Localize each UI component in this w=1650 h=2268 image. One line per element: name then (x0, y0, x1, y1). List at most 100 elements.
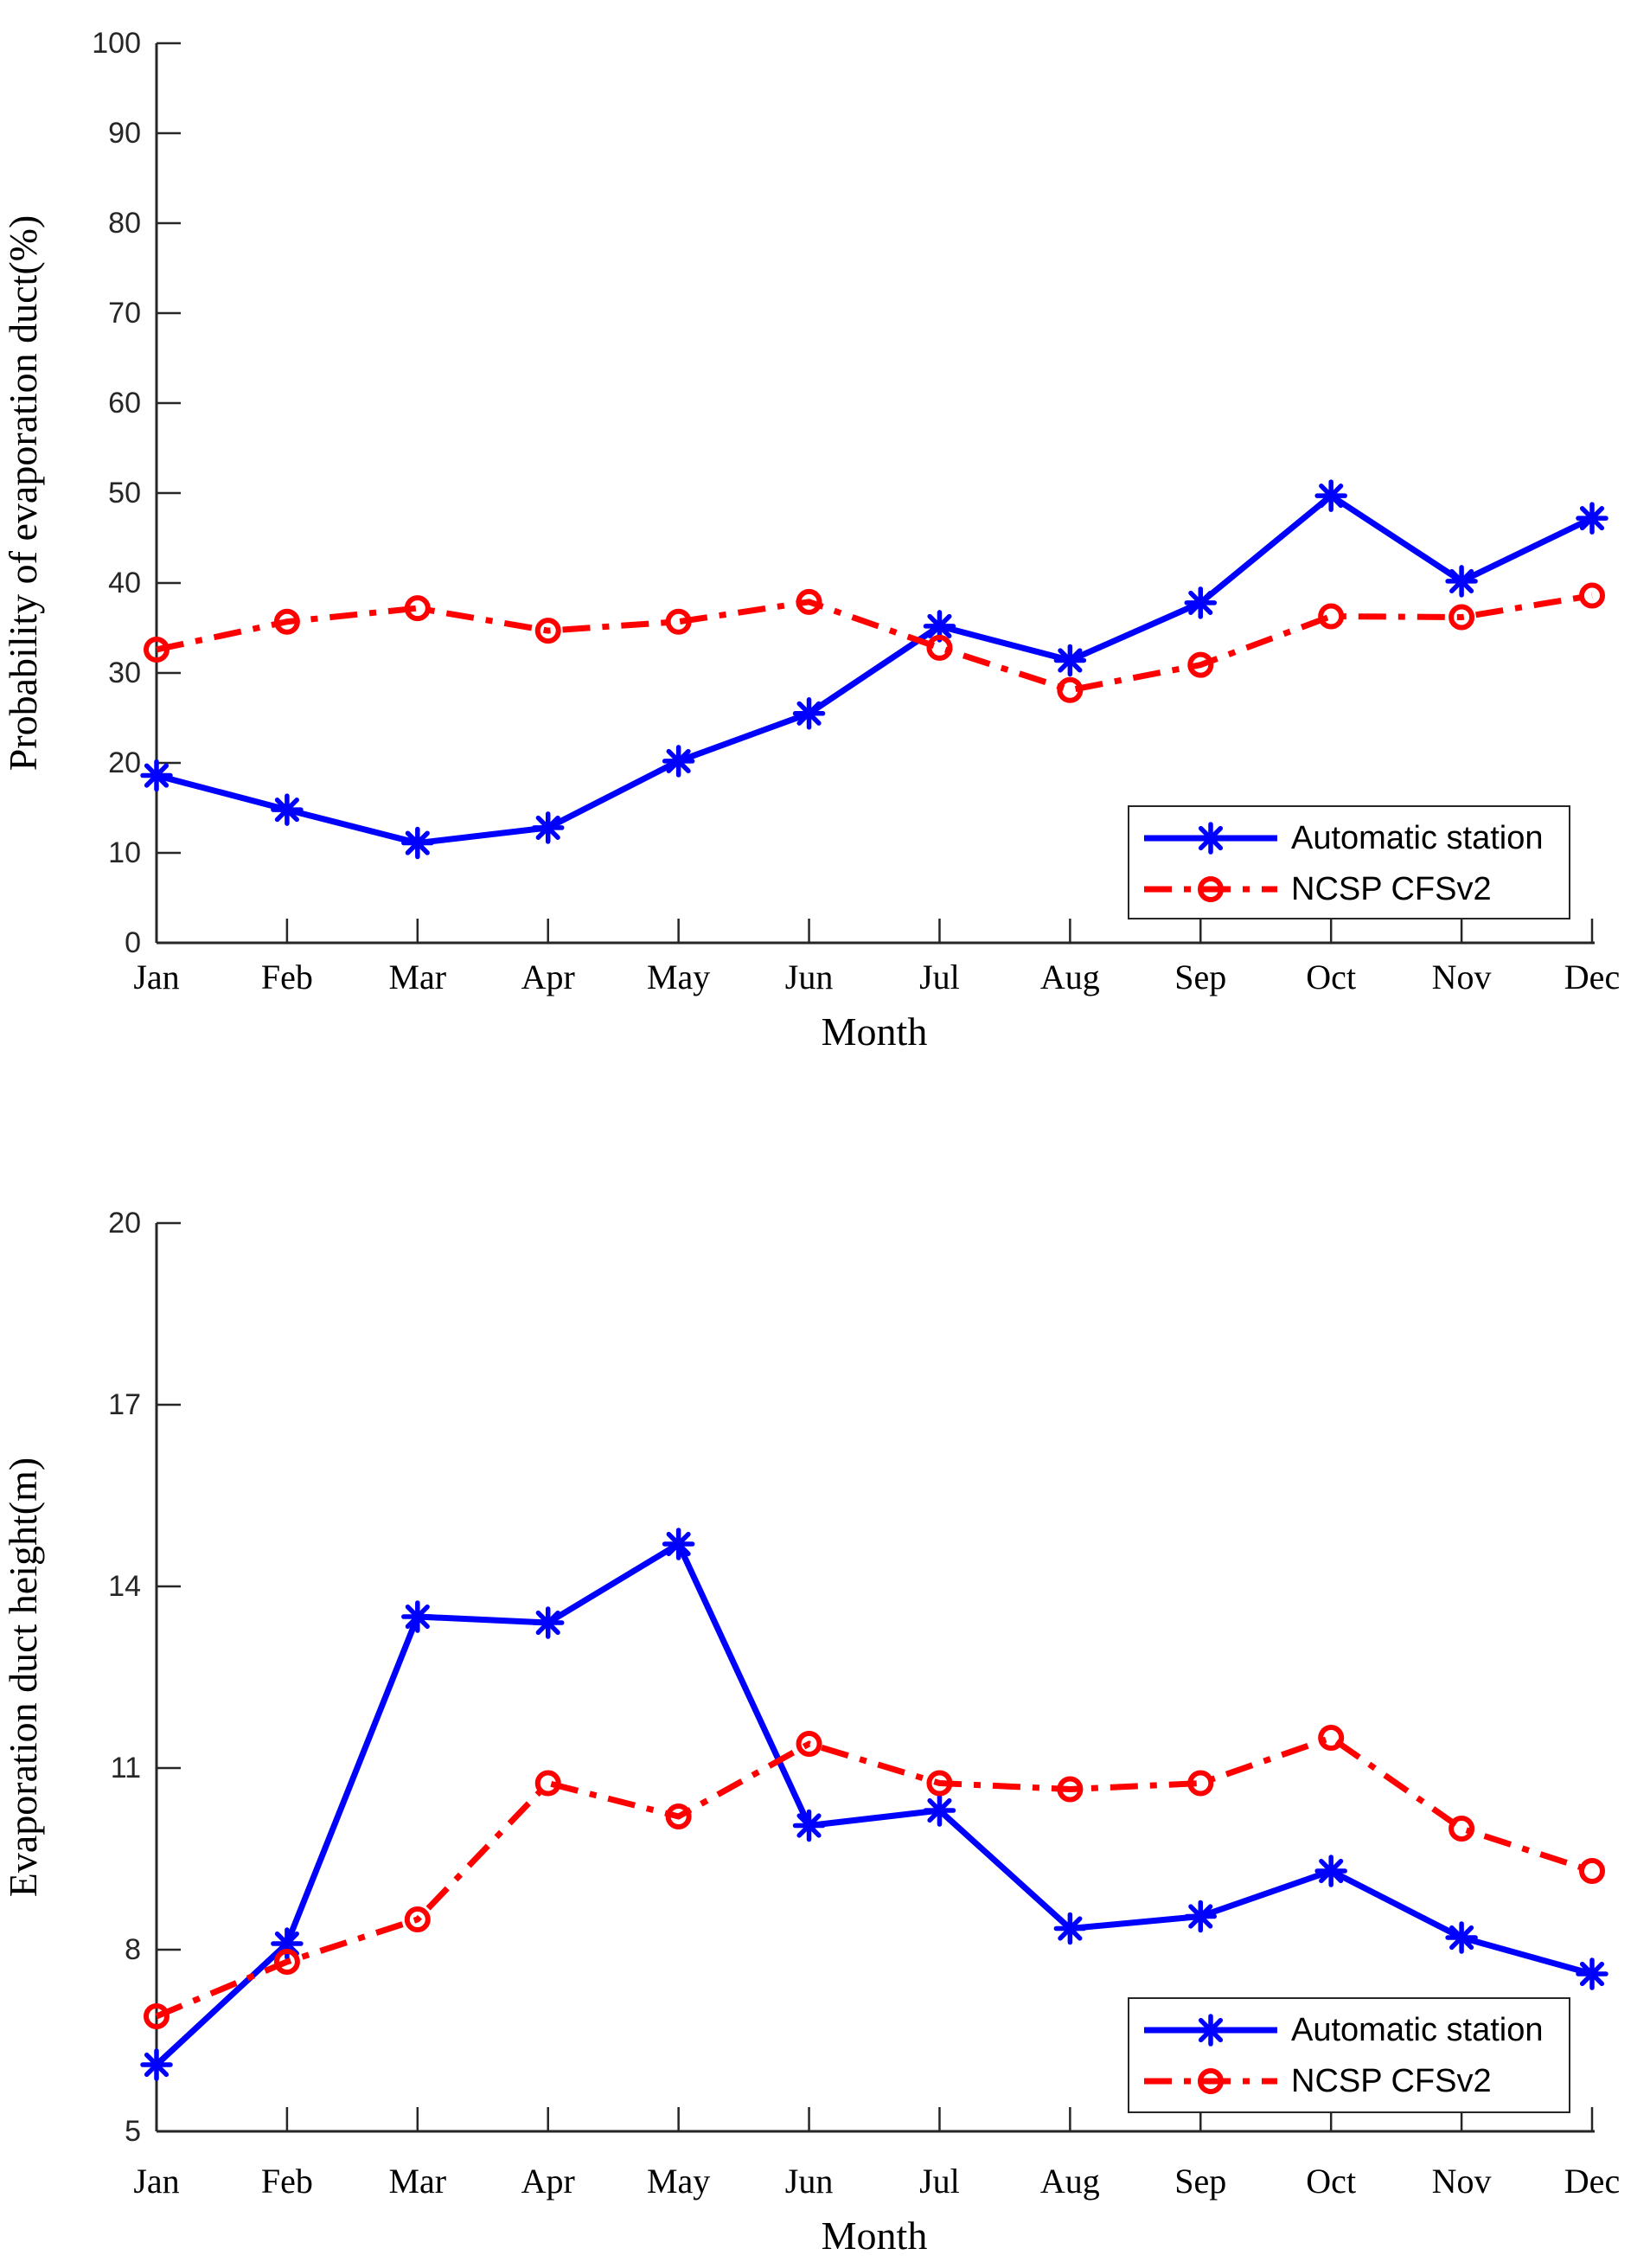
x-tick-label-aug: Aug (1040, 2162, 1100, 2201)
automatic-station-line (154, 1541, 1593, 2067)
legend-border (1128, 1997, 1570, 2113)
y-tick-label: 20 (108, 1207, 141, 1240)
automatic-station-marker (662, 745, 695, 778)
probability-chart-panel: 0 10 20 30 40 50 60 70 80 90 100 Jan Feb Mar Apr May Jun… (1, 27, 1620, 1054)
automatic-station-marker (662, 1528, 695, 1560)
y-tick-label: 0 (125, 926, 141, 959)
y-tick-label: 70 (108, 297, 141, 330)
y-tick-label: 17 (108, 1388, 141, 1421)
automatic-station-marker (401, 826, 434, 860)
automatic-station-line (156, 492, 1594, 847)
x-tick-label-jun: Jun (785, 2162, 834, 2201)
y-tick-label: 10 (108, 836, 141, 869)
y-tick-label: 40 (108, 567, 141, 599)
x-tick-label-apr: Apr (521, 2162, 575, 2201)
series-automatic-station (140, 1528, 1608, 2081)
ncsp-cfsv2-line (155, 1734, 1594, 2020)
y-tick-label: 8 (125, 1933, 141, 1966)
ncsp-cfsv2-marker (796, 588, 822, 615)
automatic-station-marker (1576, 502, 1608, 535)
legend-marker-automatic-station (1194, 822, 1227, 855)
automatic-station-marker (1314, 1855, 1347, 1887)
automatic-station-marker (923, 1794, 956, 1827)
legend-label-automatic-station: Automatic station (1291, 2012, 1543, 2048)
probability-of-evaporation-duct-svg: 0 10 20 30 40 50 60 70 80 90 100 Jan Feb Mar Apr May Jun… (1, 27, 1620, 1054)
x-tick-label-aug: Aug (1040, 958, 1100, 996)
ncsp-cfsv2-marker (1187, 1770, 1214, 1797)
ncsp-cfsv2-marker (534, 618, 561, 644)
ncsp-cfsv2-marker (665, 1804, 692, 1829)
x-tick-label-mar: Mar (388, 958, 446, 996)
y-axis-label: Evaporation duct height(m) (1, 1458, 45, 1897)
y-tick-label: 30 (108, 657, 141, 689)
legend-label-ncsp-cfsv2: NCSP CFSv2 (1291, 871, 1492, 907)
y-tick-label: 90 (108, 117, 141, 150)
x-tick-label-oct: Oct (1306, 958, 1356, 996)
legend-marker-automatic-station (1194, 2014, 1227, 2047)
ncsp-cfsv2-marker (926, 634, 953, 661)
x-tick-label-jul: Jul (919, 2162, 960, 2201)
y-tick-label: 100 (92, 27, 141, 60)
y-tick-label: 5 (125, 2115, 141, 2148)
automatic-station-marker (401, 1600, 434, 1633)
ncsp-cfsv2-marker (1187, 651, 1214, 678)
x-tick-label-may: May (647, 2162, 710, 2201)
automatic-station-marker (1314, 479, 1347, 512)
automatic-station-marker (1576, 1957, 1608, 1990)
ncsp-cfsv2-marker (1449, 1816, 1475, 1842)
series-ncsp-cfsv2 (144, 1725, 1605, 2029)
legend-marker-ncsp-cfsv2 (1198, 876, 1224, 902)
y-tick-label: 11 (111, 1752, 141, 1784)
automatic-station-marker (271, 793, 304, 826)
automatic-station-marker (1445, 565, 1478, 598)
axes: 0 10 20 30 40 50 60 70 80 90 100 Jan Feb Mar Apr May Jun… (92, 27, 1620, 996)
legend-box: Automatic station NCSP CFSv2 (1128, 1997, 1570, 2113)
x-tick-label-feb: Feb (261, 2162, 313, 2201)
legend-box: Automatic station NCSP CFSv2 (1128, 805, 1570, 919)
evaporation-duct-height-m-svg: 5 8 11 14 17 20 Jan Feb Mar Apr May Jun Jul Aug Sep Oct… (1, 1207, 1620, 2258)
automatic-station-marker (140, 2048, 173, 2081)
ncsp-cfsv2-marker (144, 636, 169, 663)
x-tick-label-jan: Jan (133, 2162, 179, 2201)
ncsp-cfsv2-marker (926, 1770, 953, 1797)
y-tick-label: 60 (108, 387, 141, 420)
x-tick-label-dec: Dec (1564, 2162, 1620, 2201)
x-tick-label-jul: Jul (919, 958, 960, 996)
automatic-station-marker (792, 697, 826, 730)
automatic-station-marker (1445, 1921, 1478, 1954)
duct-height-chart-panel: 5 8 11 14 17 20 Jan Feb Mar Apr May Jun Jul Aug Sep Oct… (0, 1134, 1650, 2268)
x-tick-label-sep: Sep (1174, 958, 1226, 996)
y-tick-label: 14 (108, 1570, 141, 1603)
ncsp-cfsv2-marker (144, 2003, 169, 2029)
x-tick-label-jun: Jun (785, 958, 834, 996)
ncsp-cfsv2-marker (273, 1949, 300, 1975)
automatic-station-marker (1053, 1912, 1087, 1945)
ncsp-cfsv2-marker (404, 595, 431, 622)
legend-label-ncsp-cfsv2: NCSP CFSv2 (1291, 2063, 1492, 2099)
x-tick-label-mar: Mar (388, 2162, 446, 2201)
x-tick-label-nov: Nov (1432, 958, 1492, 996)
ncsp-cfsv2-marker (1318, 603, 1345, 630)
ncsp-cfsv2-marker (404, 1906, 431, 1932)
ncsp-cfsv2-marker (1057, 676, 1084, 703)
x-axis-label: Month (822, 2214, 928, 2258)
ncsp-cfsv2-marker (796, 1731, 822, 1757)
x-tick-label-dec: Dec (1564, 958, 1620, 996)
y-tick-label: 20 (108, 746, 141, 779)
x-tick-label-apr: Apr (521, 958, 575, 996)
ncsp-cfsv2-marker (1057, 1776, 1084, 1803)
automatic-station-marker (1184, 1900, 1218, 1933)
automatic-station-marker (140, 759, 173, 792)
ncsp-cfsv2-marker (1579, 582, 1605, 609)
x-tick-label-jan: Jan (133, 958, 179, 996)
x-tick-label-nov: Nov (1432, 2162, 1492, 2201)
x-axis-label: Month (822, 1009, 928, 1054)
ncsp-cfsv2-marker (665, 608, 692, 635)
ncsp-cfsv2-marker (534, 1770, 561, 1797)
ncsp-cfsv2-line (156, 593, 1593, 694)
x-tick-label-feb: Feb (261, 958, 313, 996)
y-tick-label: 80 (108, 207, 141, 240)
ncsp-cfsv2-marker (1449, 604, 1475, 631)
x-tick-label-oct: Oct (1306, 2162, 1356, 2201)
